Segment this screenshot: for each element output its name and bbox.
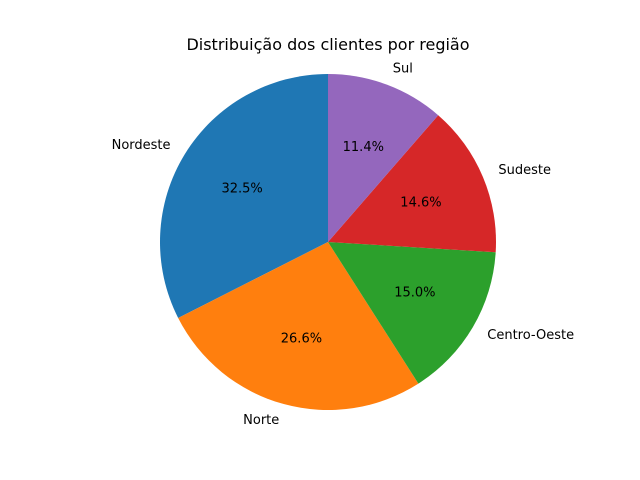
- pct-label-sudeste: 14.6%: [400, 196, 441, 211]
- category-label-centro-oeste: Centro-Oeste: [487, 328, 574, 343]
- pie-slice-centro-oeste: [328, 242, 496, 384]
- category-labels: Nordeste Norte Centro-Oeste Sudeste Sul: [112, 61, 574, 427]
- pie-slice-sudeste: [328, 115, 497, 253]
- category-label-sul: Sul: [393, 61, 413, 76]
- pct-label-norte: 26.6%: [281, 332, 322, 347]
- pct-label-centro-oeste: 15.0%: [394, 286, 435, 301]
- category-label-norte: Norte: [243, 413, 279, 428]
- pie-slice-sul: [328, 74, 439, 242]
- pie-slice-norte: [178, 242, 419, 411]
- pct-label-sul: 11.4%: [343, 140, 384, 155]
- category-label-nordeste: Nordeste: [112, 138, 171, 153]
- chart-title: Distribuição dos clientes por região: [186, 35, 469, 54]
- pct-label-nordeste: 32.5%: [221, 182, 262, 197]
- pie-slice-nordeste: [160, 74, 328, 318]
- percentage-labels: 32.5% 26.6% 15.0% 14.6% 11.4%: [221, 140, 441, 347]
- category-label-sudeste: Sudeste: [498, 163, 551, 178]
- pie-slices: [160, 74, 497, 411]
